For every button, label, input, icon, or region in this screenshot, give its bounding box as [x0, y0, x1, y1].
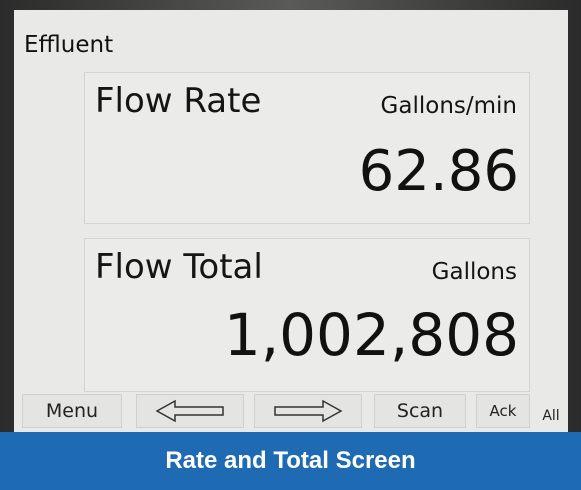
- flow-rate-panel: Flow Rate Gallons/min 62.86: [84, 72, 530, 224]
- flow-total-panel: Flow Total Gallons 1,002,808: [84, 238, 530, 392]
- panel-label: Flow Total: [95, 247, 263, 287]
- page: Effluent Flow Rate Gallons/min 62.86 Flo…: [0, 0, 581, 490]
- menu-button[interactable]: Menu: [22, 394, 122, 428]
- panel-value: 62.86: [359, 139, 519, 204]
- right-arrow-icon: [273, 399, 343, 423]
- panel-value: 1,002,808: [224, 301, 519, 369]
- ack-button[interactable]: Ack: [476, 394, 530, 428]
- screen-title: Effluent: [24, 32, 113, 58]
- scan-button[interactable]: Scan: [374, 394, 466, 428]
- panel-unit: Gallons/min: [381, 93, 517, 119]
- button-row: Menu Scan Ack All: [14, 392, 568, 432]
- left-arrow-icon: [155, 399, 225, 423]
- panel-label: Flow Rate: [95, 81, 261, 121]
- panel-unit: Gallons: [432, 259, 517, 285]
- left-arrow-button[interactable]: [136, 394, 244, 428]
- right-arrow-button[interactable]: [254, 394, 362, 428]
- all-button[interactable]: All: [534, 394, 568, 428]
- screen: Effluent Flow Rate Gallons/min 62.86 Flo…: [14, 10, 568, 432]
- caption: Rate and Total Screen: [0, 432, 581, 490]
